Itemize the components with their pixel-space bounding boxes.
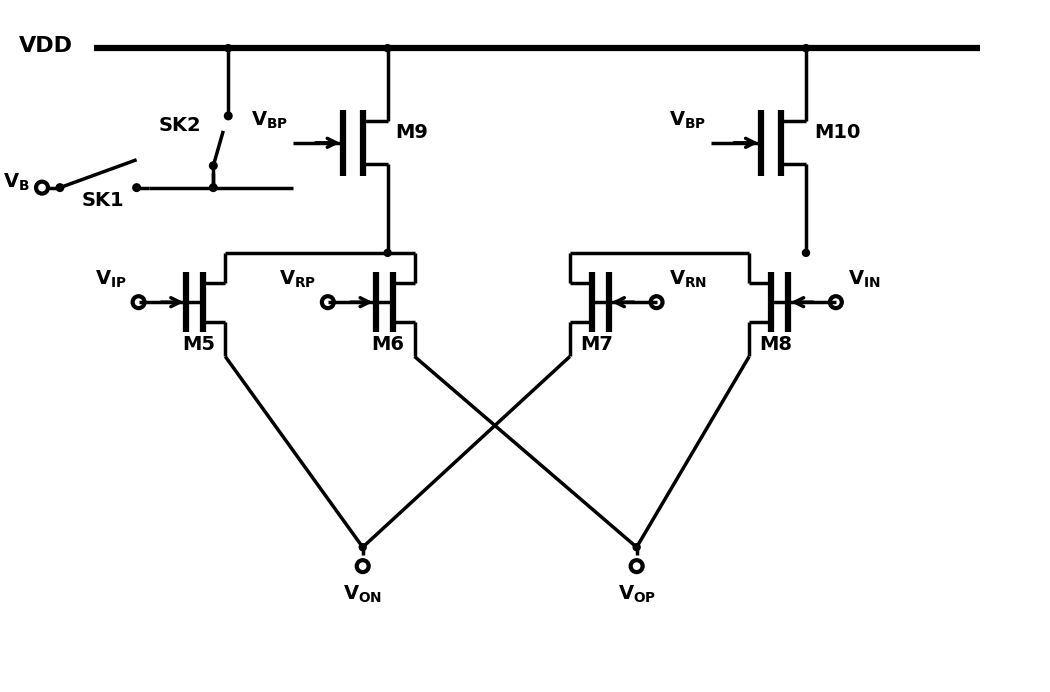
Circle shape bbox=[802, 45, 810, 52]
Circle shape bbox=[210, 184, 217, 192]
Circle shape bbox=[384, 45, 391, 52]
Circle shape bbox=[133, 184, 141, 192]
Circle shape bbox=[225, 45, 232, 52]
Text: VDD: VDD bbox=[19, 36, 74, 56]
Text: M7: M7 bbox=[581, 335, 613, 354]
Circle shape bbox=[359, 544, 366, 551]
Text: $\mathbf{V_{BP}}$: $\mathbf{V_{BP}}$ bbox=[669, 109, 707, 131]
Text: $\mathbf{V_{ON}}$: $\mathbf{V_{ON}}$ bbox=[343, 584, 382, 606]
Text: $\mathbf{V_{IN}}$: $\mathbf{V_{IN}}$ bbox=[847, 269, 880, 290]
Text: $\mathbf{V_{RP}}$: $\mathbf{V_{RP}}$ bbox=[278, 269, 316, 290]
Circle shape bbox=[384, 249, 391, 256]
Text: SK2: SK2 bbox=[159, 116, 202, 135]
Text: M8: M8 bbox=[759, 335, 793, 354]
Text: M9: M9 bbox=[396, 122, 428, 142]
Circle shape bbox=[210, 162, 217, 170]
Text: M6: M6 bbox=[371, 335, 404, 354]
Text: $\mathbf{V_{IP}}$: $\mathbf{V_{IP}}$ bbox=[94, 269, 127, 290]
Circle shape bbox=[802, 249, 810, 256]
Circle shape bbox=[225, 112, 232, 120]
Circle shape bbox=[56, 184, 64, 192]
Text: M5: M5 bbox=[182, 335, 215, 354]
Text: SK1: SK1 bbox=[82, 190, 125, 210]
Text: $\mathbf{V_{OP}}$: $\mathbf{V_{OP}}$ bbox=[617, 584, 656, 606]
Text: $\mathbf{V_B}$: $\mathbf{V_B}$ bbox=[3, 172, 30, 193]
Text: $\mathbf{V_{BP}}$: $\mathbf{V_{BP}}$ bbox=[251, 109, 288, 131]
Text: $\mathbf{V_{RN}}$: $\mathbf{V_{RN}}$ bbox=[669, 269, 707, 290]
Text: M10: M10 bbox=[814, 122, 860, 142]
Circle shape bbox=[633, 544, 640, 551]
